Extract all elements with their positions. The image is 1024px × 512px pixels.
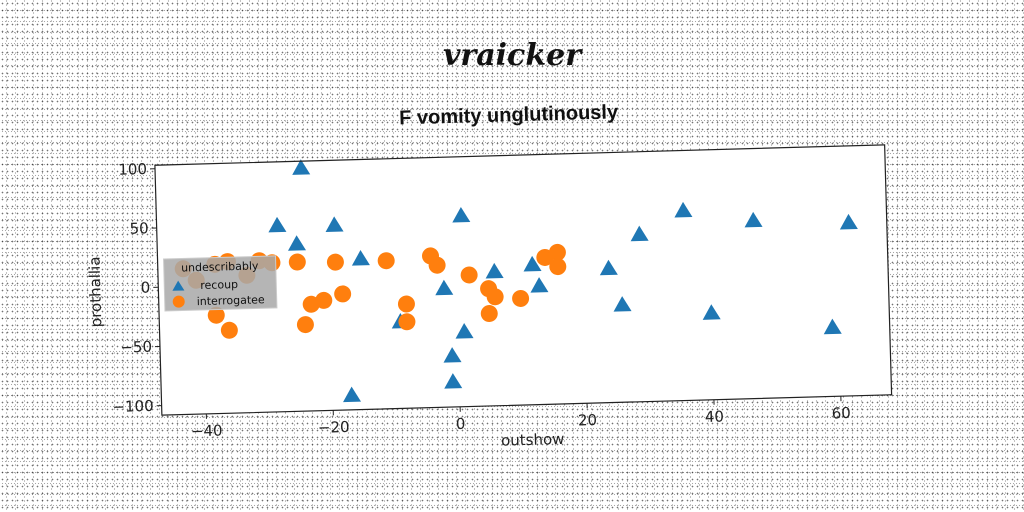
x-tick-label-3: 20: [578, 411, 598, 430]
scatter-point-recoup-5: [452, 206, 471, 223]
scatter-point-interrogatee-27: [549, 258, 567, 276]
scatter-point-interrogatee-16: [398, 313, 416, 331]
scatter-point-recoup-18: [674, 201, 693, 218]
scatter-point-interrogatee-20: [460, 266, 478, 284]
scatter-point-recoup-2: [287, 235, 306, 251]
legend-marker-interrogatee: [172, 295, 185, 308]
scatter-point-interrogatee-26: [548, 243, 566, 261]
scatter-point-recoup-19: [702, 304, 721, 320]
scatter-point-interrogatee-23: [486, 288, 504, 306]
scatter-point-recoup-8: [443, 347, 462, 363]
y-tick-label-0: 100: [118, 160, 147, 179]
legend-box: [163, 255, 278, 312]
axis-ticks: −40 −20 0 20 40 60 100 50 0 −50 −100: [112, 160, 852, 440]
y-tick-label-2: 0: [141, 278, 151, 296]
x-axis-label: outshow: [501, 430, 565, 450]
scatter-point-interrogatee-10: [296, 316, 314, 334]
scatter-point-interrogatee-13: [326, 253, 344, 271]
scatter-point-recoup-1: [268, 216, 287, 233]
chart-container: F vomity unglutinously −40 −20 0 20 40 60 100 5…: [73, 82, 913, 475]
plot-area: [154, 144, 892, 416]
scatter-point-interrogatee-24: [512, 289, 530, 307]
scatter-point-recoup-12: [523, 255, 542, 272]
scatter-point-recoup-4: [351, 250, 370, 266]
scatter-point-interrogatee-17: [397, 295, 415, 313]
chart-title: F vomity unglutinously: [399, 101, 619, 129]
scatter-point-recoup-22: [839, 213, 858, 230]
scatter-point-recoup-6: [435, 279, 454, 296]
scatter-point-recoup-14: [343, 386, 362, 403]
scatter-point-recoup-15: [599, 259, 618, 276]
scatter-chart: F vomity unglutinously −40 −20 0 20 40 60 100 5…: [85, 101, 893, 450]
x-tick-label-4: 40: [705, 407, 725, 426]
scatter-point-interrogatee-14: [334, 285, 352, 303]
scatter-point-recoup-16: [613, 296, 632, 312]
y-axis-label: prothallia: [85, 256, 105, 327]
x-tick-label-0: −40: [191, 421, 223, 440]
scatter-point-recoup-20: [744, 211, 763, 228]
scatter-point-interrogatee-5: [207, 306, 225, 324]
scatter-point-recoup-11: [485, 262, 504, 279]
scatter-point-recoup-3: [325, 216, 344, 232]
legend-title: undescribably: [181, 259, 259, 274]
scatter-point-interrogatee-22: [480, 305, 498, 323]
plot-frame: [154, 144, 893, 416]
scatter-point-interrogatee-12: [315, 291, 333, 309]
y-tick-label-3: −50: [120, 338, 152, 357]
scatter-point-interrogatee-9: [288, 253, 306, 271]
x-tick-label-1: −20: [318, 418, 350, 437]
y-tick-label-1: 50: [129, 219, 149, 238]
y-tick-label-4: −100: [112, 397, 154, 416]
legend-label-recoup: recoup: [200, 278, 238, 292]
header-title: vraicker: [442, 38, 582, 73]
x-tick-label-2: 0: [456, 415, 466, 433]
legend-label-interrogatee: interrogatee: [197, 293, 266, 308]
scatter-point-recoup-13: [530, 277, 549, 293]
scatter-point-recoup-10: [455, 323, 474, 339]
scatter-point-recoup-17: [630, 225, 649, 242]
legend-marker-recoup: [172, 280, 185, 291]
x-tick-label-5: 60: [832, 404, 852, 423]
scatter-point-interrogatee-19: [428, 256, 446, 274]
scatter-point-recoup-9: [444, 373, 463, 389]
scatter-point-interrogatee-15: [377, 252, 395, 270]
legend: undescribably recoup interrogatee: [163, 255, 278, 312]
scatter-point-interrogatee-6: [220, 321, 238, 339]
scatter-point-recoup-0: [292, 159, 311, 175]
scatter-point-recoup-21: [823, 318, 842, 335]
